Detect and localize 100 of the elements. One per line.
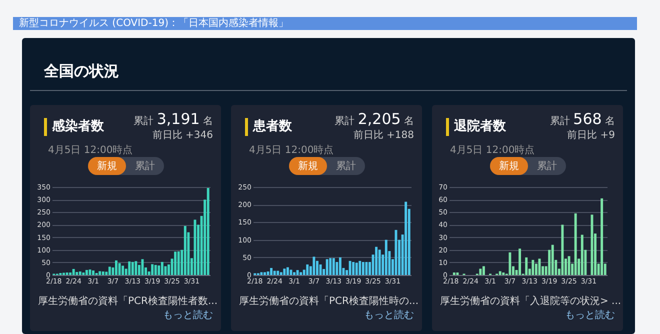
text: 568 <box>573 110 602 128</box>
bar <box>479 268 482 275</box>
text: もっと読む <box>565 308 615 322</box>
bar <box>326 259 328 275</box>
bar <box>108 266 111 275</box>
bar <box>164 266 167 275</box>
bar <box>115 260 118 275</box>
text: 累計 <box>134 160 156 174</box>
bar <box>508 252 512 275</box>
bar <box>286 267 289 275</box>
bar <box>296 270 299 275</box>
bar <box>551 244 554 275</box>
bar <box>358 260 362 275</box>
bar <box>452 272 456 275</box>
bar <box>306 264 309 275</box>
text: 累計 <box>335 160 357 174</box>
bar <box>532 260 534 275</box>
bar <box>85 270 88 275</box>
text: 2,205 <box>358 110 401 128</box>
bar <box>561 224 564 275</box>
bar <box>76 272 78 275</box>
bar <box>158 265 160 275</box>
bar <box>283 268 286 275</box>
bar <box>329 258 332 275</box>
bar <box>102 271 104 275</box>
chart-title: 患者数 <box>245 118 292 136</box>
text: 新型コロナウイルス (COVID-19)：「日本国内感染者情報」 <box>13 17 637 30</box>
bar <box>300 272 302 275</box>
text: 累計 <box>536 160 558 174</box>
bar <box>525 257 528 275</box>
bar <box>355 262 358 275</box>
text: 名 <box>203 116 213 127</box>
chart-subtitle: 4月5日 12:00時点 <box>48 144 133 157</box>
text: 累計 <box>550 116 570 127</box>
bar <box>293 272 296 275</box>
bar <box>384 240 388 275</box>
bar <box>362 262 364 275</box>
bar <box>375 246 378 275</box>
bar <box>98 271 102 275</box>
text: 厚生労働省の資料「PCR検査陽性時の... <box>239 294 418 308</box>
bar <box>332 258 335 275</box>
bar <box>316 260 318 275</box>
bar <box>260 272 263 275</box>
bar <box>177 251 180 275</box>
text: 名 <box>404 116 414 127</box>
bar <box>365 262 368 275</box>
text: 新規 <box>490 157 528 175</box>
text: 累計 <box>334 116 355 127</box>
bar <box>206 188 210 275</box>
bar <box>151 264 154 275</box>
bar <box>378 250 381 275</box>
text: 厚生労働省の資料「PCR検査陽性者数... <box>38 294 218 308</box>
bar <box>280 272 282 275</box>
bar <box>502 272 505 275</box>
bar <box>338 257 342 275</box>
bar <box>352 262 355 275</box>
bar <box>574 213 577 275</box>
text: 新規 <box>289 157 327 175</box>
chart-subtitle: 4月5日 12:00時点 <box>249 144 334 157</box>
bar <box>154 264 157 275</box>
bar <box>184 226 186 275</box>
bar <box>600 198 604 275</box>
text: 前日比 +9 <box>567 130 615 141</box>
text: 名 <box>605 116 615 127</box>
bar <box>336 262 338 275</box>
bar <box>122 266 124 275</box>
bar <box>270 268 273 275</box>
text: 全国の状況 <box>44 62 119 80</box>
bar <box>72 268 75 275</box>
chart-title: 感染者数 <box>44 118 104 136</box>
bar <box>92 270 94 275</box>
chart-subtitle: 4月5日 12:00時点 <box>450 144 535 157</box>
bar <box>78 271 82 275</box>
bar <box>482 266 485 275</box>
bar <box>498 271 502 275</box>
bar <box>580 234 584 275</box>
text: 新規 <box>88 157 126 175</box>
bar <box>273 270 276 275</box>
bar <box>82 272 85 275</box>
text: もっと読む <box>364 308 414 322</box>
bar <box>160 262 164 275</box>
bar <box>404 202 408 275</box>
bar <box>134 261 138 275</box>
text: 累計 <box>134 116 154 127</box>
text: もっと読む <box>163 308 213 322</box>
text: 前日比 +188 <box>353 130 414 141</box>
bar <box>174 252 177 275</box>
bar <box>456 272 459 275</box>
bar <box>518 248 522 275</box>
text: 3,191 <box>156 110 200 128</box>
bar <box>131 262 134 275</box>
bar <box>312 256 316 275</box>
bar <box>276 270 280 275</box>
text: 厚生労働省の資料「入退院等の状況> ... <box>440 294 622 308</box>
bar <box>69 272 72 275</box>
bar <box>128 261 131 275</box>
bar <box>264 272 266 275</box>
chart-title: 退院者数 <box>446 118 506 136</box>
text: 前日比 +346 <box>152 130 213 141</box>
bar <box>348 260 352 275</box>
